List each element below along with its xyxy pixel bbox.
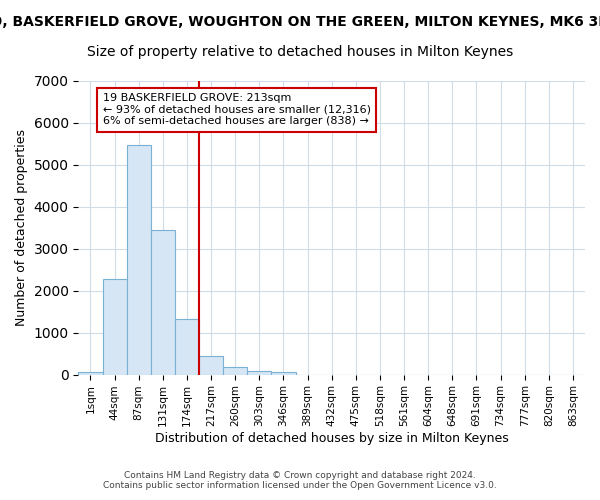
Text: Size of property relative to detached houses in Milton Keynes: Size of property relative to detached ho… [87, 45, 513, 59]
Bar [151, 230, 175, 374]
Y-axis label: Number of detached properties: Number of detached properties [15, 129, 28, 326]
Text: 19, BASKERFIELD GROVE, WOUGHTON ON THE GREEN, MILTON KEYNES, MK6 3ES: 19, BASKERFIELD GROVE, WOUGHTON ON THE G… [0, 15, 600, 29]
Bar [223, 366, 247, 374]
Bar [127, 145, 151, 374]
Bar [199, 356, 223, 374]
Bar [103, 279, 127, 374]
Bar [247, 371, 271, 374]
Bar [79, 372, 103, 374]
Text: 19 BASKERFIELD GROVE: 213sqm
← 93% of detached houses are smaller (12,316)
6% of: 19 BASKERFIELD GROVE: 213sqm ← 93% of de… [103, 93, 371, 126]
X-axis label: Distribution of detached houses by size in Milton Keynes: Distribution of detached houses by size … [155, 432, 509, 445]
Bar [271, 372, 296, 374]
Bar [175, 318, 199, 374]
Text: Contains HM Land Registry data © Crown copyright and database right 2024.
Contai: Contains HM Land Registry data © Crown c… [103, 470, 497, 490]
